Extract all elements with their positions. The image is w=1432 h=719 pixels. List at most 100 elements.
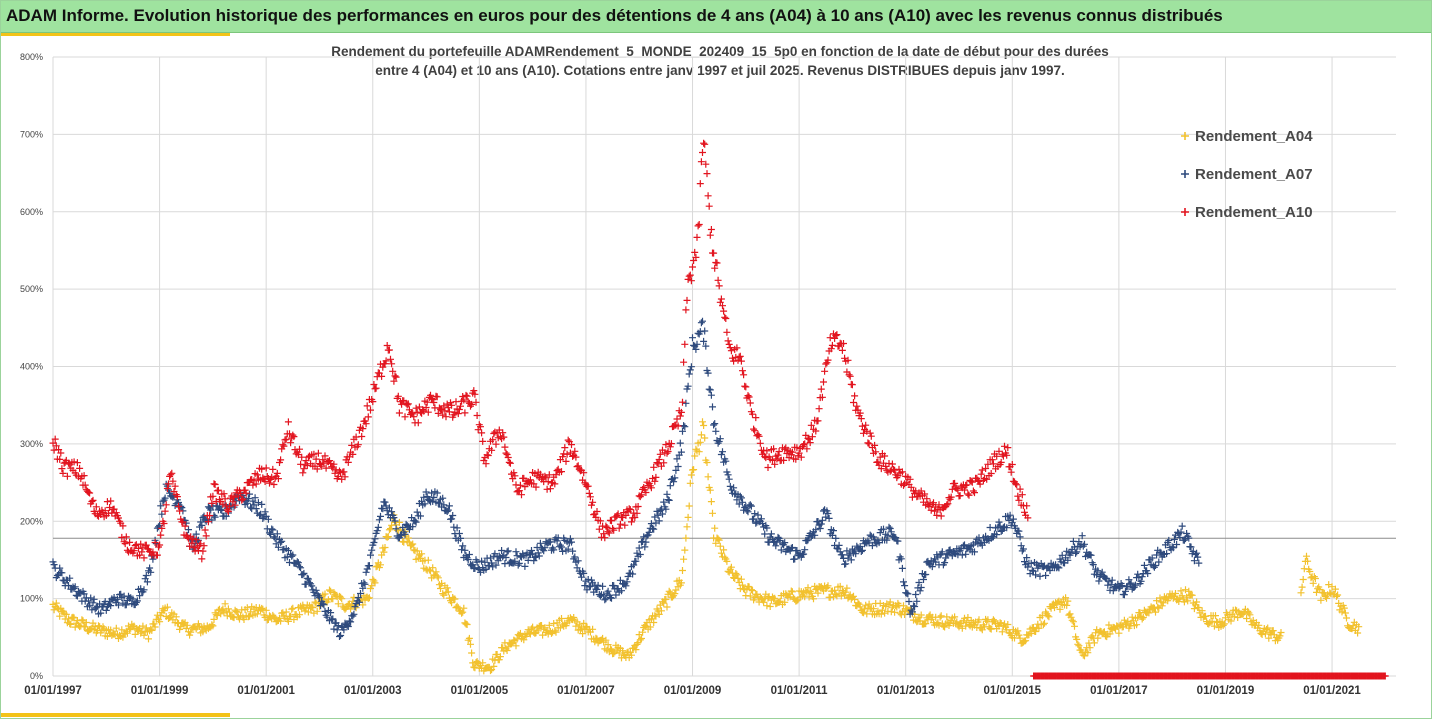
rendement-a04-point [935,621,943,629]
rendement-a04-point [413,547,421,555]
rendement-a04-point [1069,618,1077,626]
rendement-a04-point [213,612,221,619]
rendement-a04-point [788,588,796,596]
rendement-a04-point [79,617,87,625]
rendement-a04-point [183,621,191,629]
rendement-a04-point [381,544,389,551]
rendement-a04-point [337,593,345,601]
rendement-a04-point [1219,621,1227,629]
x-tick-label: 01/01/2007 [557,685,615,697]
rendement-a04-point [551,627,559,635]
rendement-a04-point [429,564,437,572]
rendement-a04-point [364,594,372,602]
rendement-a04-point [1047,604,1055,612]
rendement-a04-point [408,541,416,549]
rendement-a04-point [1063,601,1071,609]
rendement-a04-point [1276,632,1284,640]
x-axis-ticks: 01/01/1997 01/01/1999 01/01/2001 01/01/2003… [24,685,1361,697]
rendement-a04-point [448,599,456,607]
rendement-a04-point [499,644,507,652]
x-tick-label: 01/01/2013 [877,685,935,697]
rendement-a04-point [451,595,459,603]
rendement-a04-point [695,448,703,456]
rendement-a04-point [739,581,746,589]
rendement-a04-point [112,624,120,632]
chart-title: Rendement du portefeuille ADAMRendement_… [220,42,1220,80]
rendement-a04-point [964,614,972,621]
rendement-a04-point [148,626,156,634]
rendement-a04-point [1193,598,1201,606]
rendement-a04-point [1255,621,1263,629]
rendement-a04-point [628,651,635,659]
rendement-a04-point [666,589,674,597]
rendement-a04-point [1265,634,1273,642]
rendement-a04-point [747,586,755,594]
rendement-a04-point [1343,614,1350,622]
rendement-a04-point [78,616,86,624]
rendement-a04-point [1081,652,1088,660]
rendement-a04-point [142,624,150,632]
rendement-a04-point [1202,612,1209,620]
rendement-a04-point [696,438,704,446]
rendement-a04-point [860,609,867,617]
rendement-a04-point [632,646,640,654]
rendement-a04-point [680,555,688,563]
x-tick-label: 01/01/2019 [1197,685,1255,697]
rendement-a04-point [119,633,127,641]
rendement-a04-point [781,598,789,606]
rendement-a04-point [217,610,225,618]
rendement-a04-point [224,605,232,613]
rendement-a04-point [1094,634,1102,642]
rendement-a04-point [210,615,218,623]
rendement-a04-point [1014,627,1022,635]
rendement-a04-point [543,626,551,634]
chart-title-line2: entre 4 (A04) et 10 ans (A10). Cotations… [375,63,1065,78]
rendement-a04-point [304,608,312,616]
rendement-a04-point [604,641,612,649]
rendement-a04-point [233,608,241,616]
rendement-a04-point [1172,590,1179,597]
rendement-a04-point [870,605,877,613]
rendement-a04-point [922,620,930,628]
rendement-a04-point [749,587,756,595]
rendement-a04-point [1264,624,1272,632]
rendement-a04-point [877,610,885,618]
rendement-a04-point [1309,579,1317,587]
rendement-a04-point [230,614,238,622]
rendement-a04-point [843,584,851,592]
rendement-a04-point [1277,629,1285,636]
rendement-a04-point [737,575,745,583]
rendement-a04-point [529,623,537,631]
rendement-a04-point [937,612,945,620]
rendement-a04-point [1045,613,1053,621]
rendement-a04-point [1015,631,1023,639]
rendement-a04-point [716,542,724,550]
rendement-a04-point [1086,644,1094,652]
rendement-a04-point [686,479,694,487]
page-title: ADAM Informe. Evolution historique des p… [6,6,1223,25]
gridlines [52,56,1396,677]
rendement-a04-point [558,615,565,622]
rendement-a04-point [81,623,89,631]
rendement-a04-point [699,418,706,426]
rendement-a04-point [683,523,691,531]
rendement-a04-point [711,524,719,532]
rendement-a04-point [508,640,515,648]
rendement-a04-point [838,587,846,595]
rendement-a04-point [1183,593,1191,601]
rendement-a04-point [1338,608,1346,616]
rendement-a04-point [703,459,711,466]
rendement-a04-point [1198,607,1206,615]
rendement-a04-point [579,630,587,638]
rendement-a04-point [118,626,126,634]
rendement-a04-point [606,645,614,653]
rendement-a04-point [1220,620,1228,628]
rendement-a04-point [150,620,158,628]
rendement-a04-point [253,610,261,618]
rendement-a04-point [1152,608,1159,616]
rendement-a04-point [490,662,498,670]
rendement-a04-point [810,595,817,603]
rendement-a04-point [1158,602,1166,610]
